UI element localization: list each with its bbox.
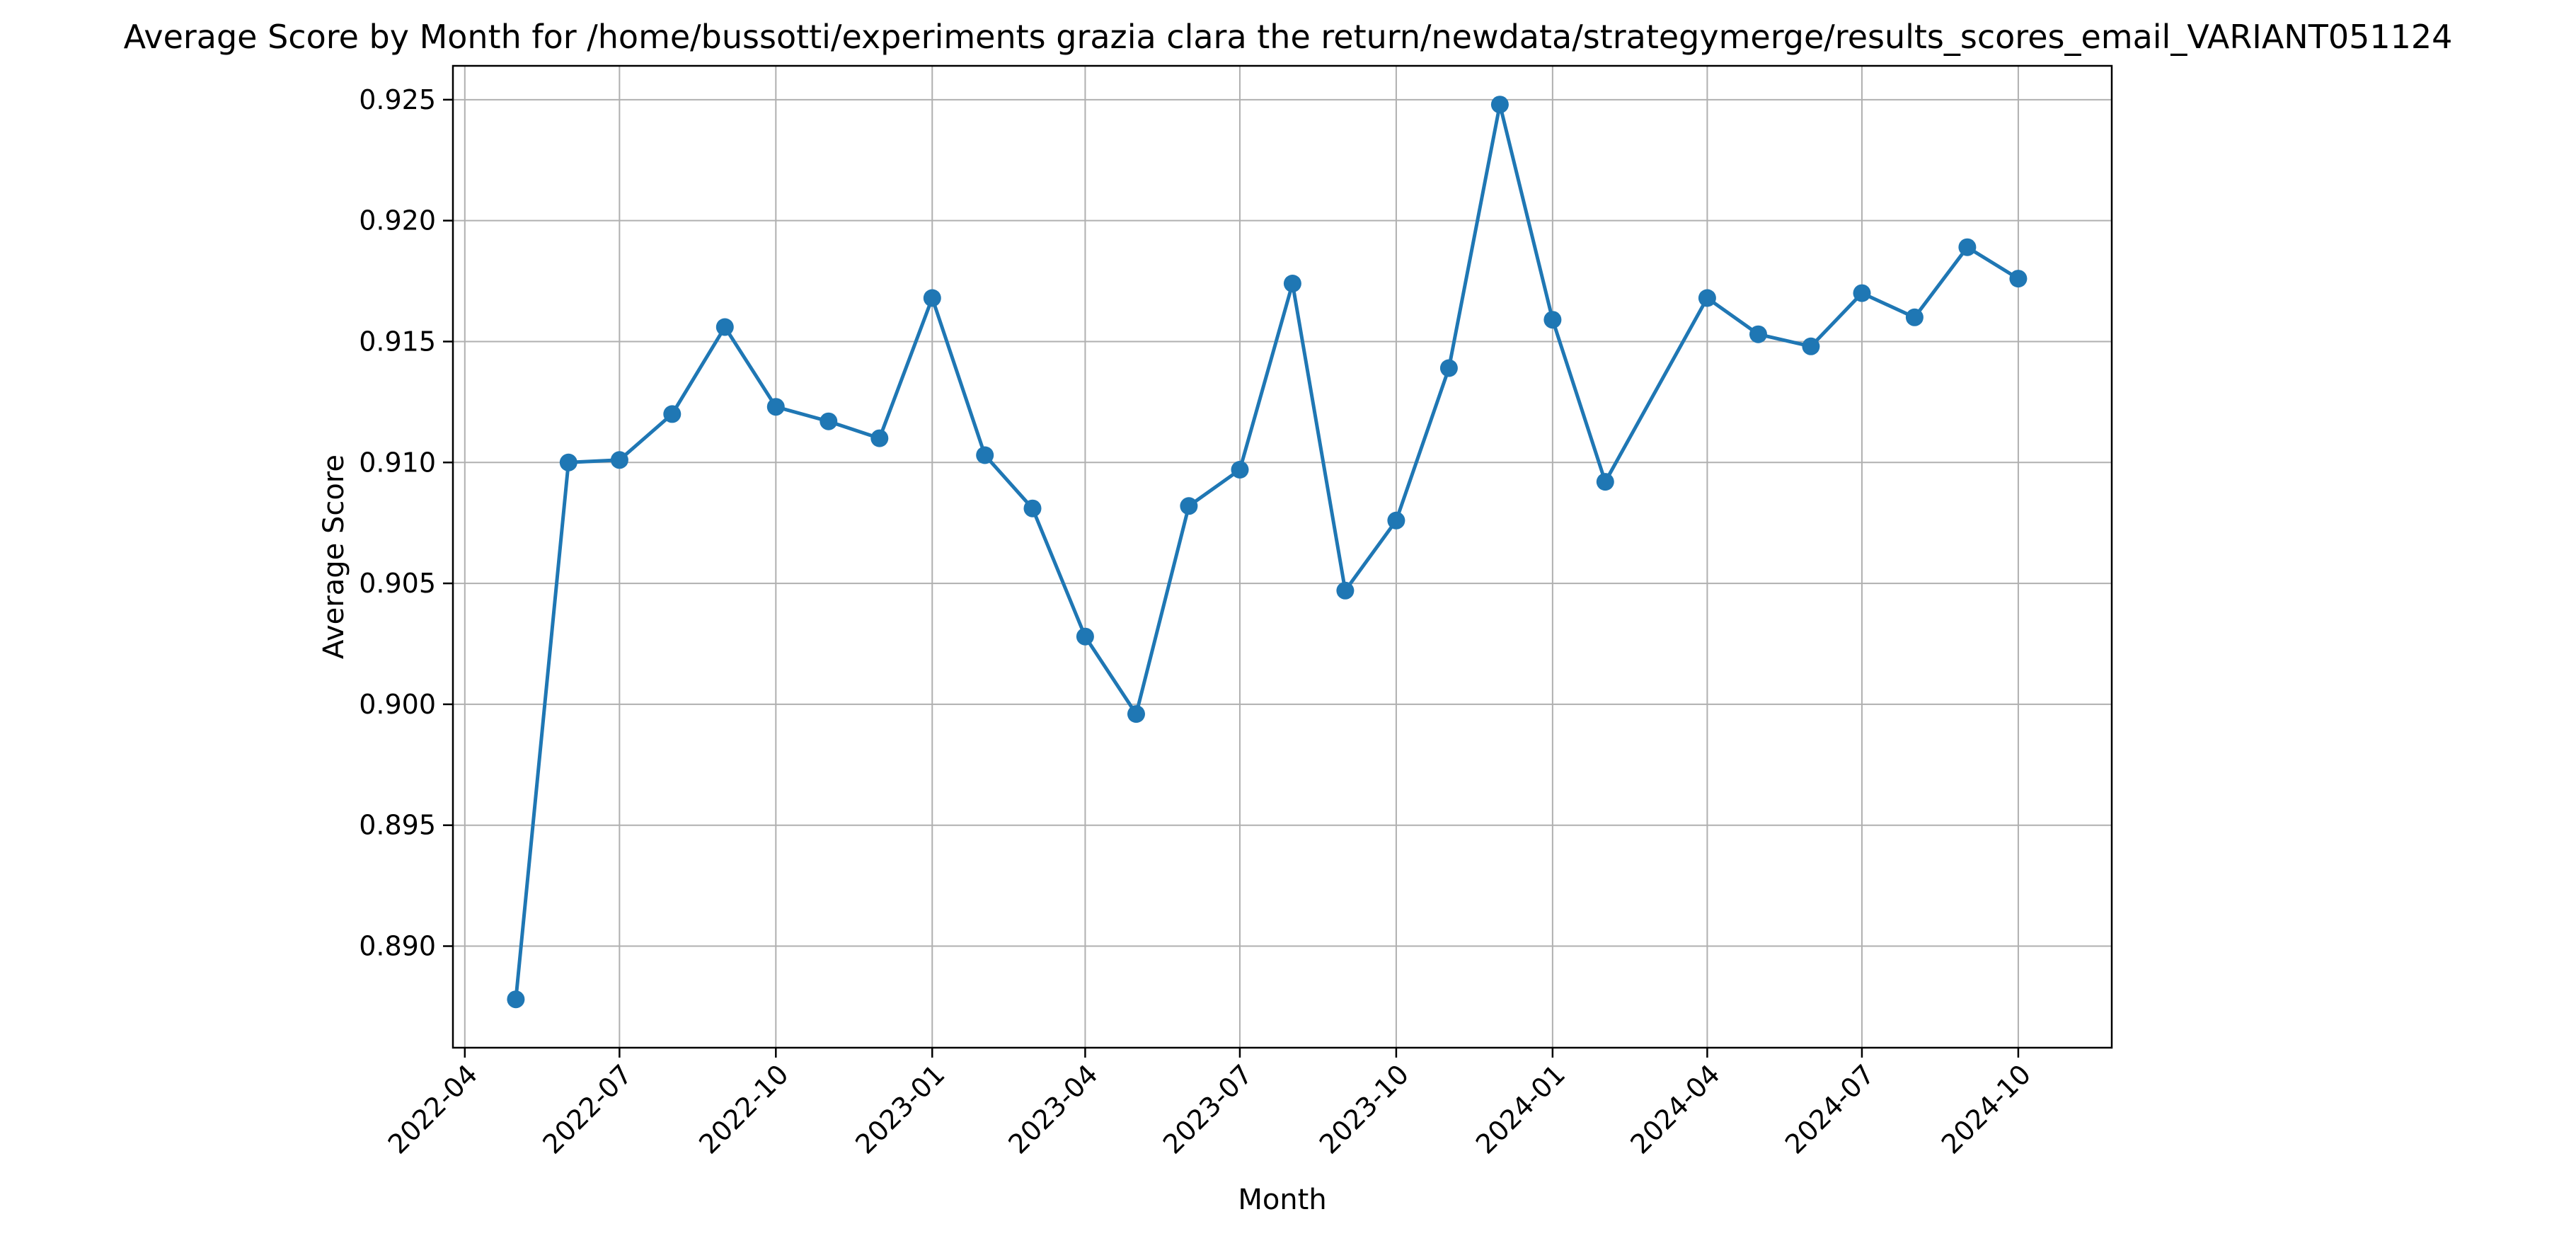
data-point [1853,284,1871,302]
grid-lines [453,66,2112,1048]
series-layer [507,96,2028,1009]
data-point [559,453,577,471]
data-point [1231,461,1249,479]
y-tick-label: 0.900 [359,689,436,720]
data-point [1749,325,1767,343]
data-point [1543,311,1562,329]
data-point [1283,275,1301,292]
data-point [976,446,994,464]
data-point [1180,497,1198,515]
data-point [1802,337,1820,355]
data-point [923,289,941,307]
data-point [1905,308,1924,326]
y-tick-label: 0.905 [359,568,436,599]
data-point [1698,289,1716,307]
plot-area [453,66,2112,1048]
data-point [507,990,525,1009]
y-axis-label: Average Score [318,454,350,659]
data-point [1958,238,1977,256]
data-point [2009,270,2028,288]
data-point [1076,627,1094,646]
data-point [1387,511,1405,530]
data-point [1439,359,1458,377]
data-point [610,451,628,469]
y-tick-label: 0.910 [359,447,436,478]
data-point [766,398,785,416]
chart-title: Average Score by Month for /home/bussott… [124,18,2453,56]
y-tick-label: 0.920 [359,205,436,236]
data-point [1023,499,1042,517]
plot-frame [452,64,2113,1049]
data-point [1336,581,1355,600]
y-tick-label: 0.915 [359,326,436,357]
y-tick-label: 0.895 [359,810,436,841]
data-point [1127,705,1145,723]
y-tick-label: 0.890 [359,931,436,962]
data-point [1490,96,1509,114]
data-point [663,405,682,423]
y-tick-label: 0.925 [359,84,436,115]
x-axis-label: Month [1238,1184,1326,1216]
data-point [715,318,734,336]
data-point [820,412,838,430]
data-point [1596,473,1614,491]
data-point [870,429,889,447]
